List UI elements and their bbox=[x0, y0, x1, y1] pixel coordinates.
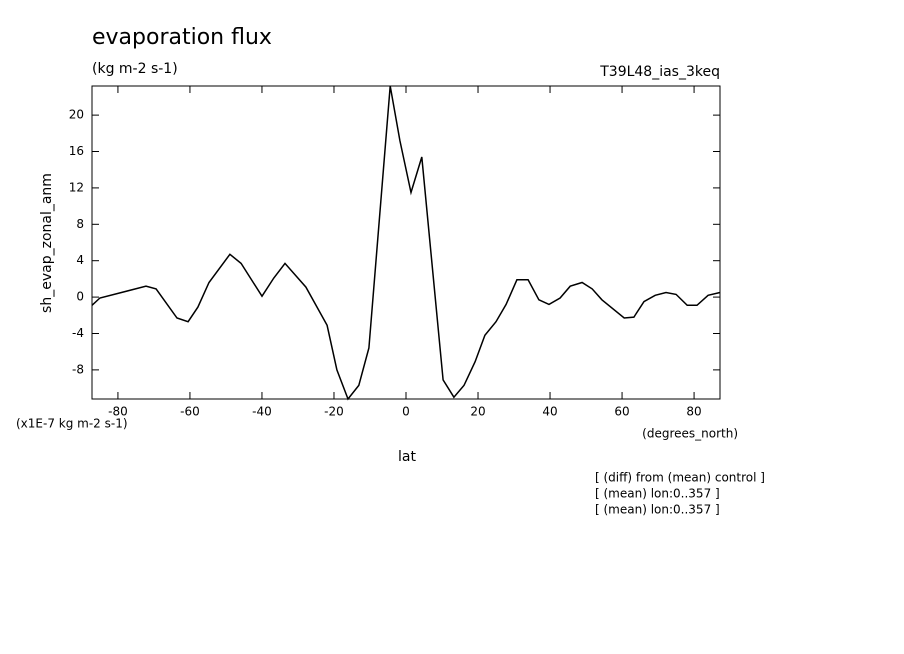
chart-title: evaporation flux bbox=[92, 25, 272, 50]
y-tick-label: 0 bbox=[76, 290, 84, 304]
y-scale-label: (x1E-7 kg m-2 s-1) bbox=[16, 417, 128, 431]
y-tick-label: -8 bbox=[72, 362, 84, 376]
y-axis-label: sh_evap_zonal_anm bbox=[39, 173, 55, 313]
y-tick-label: 12 bbox=[69, 180, 84, 194]
x-tick-label: 20 bbox=[470, 405, 485, 419]
note: [ (mean) lon:0..357 ] bbox=[595, 487, 720, 501]
x-tick-label: 0 bbox=[402, 405, 410, 419]
y-tick-label: 8 bbox=[76, 217, 84, 231]
plot-frame bbox=[91, 85, 721, 400]
x-axis-label: lat bbox=[398, 449, 416, 465]
y-tick-label: -4 bbox=[72, 326, 84, 340]
data-line bbox=[91, 85, 721, 401]
x-tick-label: 40 bbox=[542, 405, 557, 419]
x-tick-label: 80 bbox=[686, 405, 701, 419]
y-tick-label: 4 bbox=[76, 253, 84, 267]
y-tick-label: 20 bbox=[69, 108, 84, 122]
run-label: T39L48_ias_3keq bbox=[599, 64, 720, 80]
x-units: (degrees_north) bbox=[642, 427, 738, 441]
x-tick-label: -20 bbox=[324, 405, 344, 419]
x-tick-label: -60 bbox=[180, 405, 200, 419]
x-tick-label: -80 bbox=[108, 405, 128, 419]
note: [ (mean) lon:0..357 ] bbox=[595, 503, 720, 517]
chart-subtitle: (kg m-2 s-1) bbox=[92, 61, 178, 77]
y-tick-label: 16 bbox=[69, 144, 84, 158]
x-tick-label: -40 bbox=[252, 405, 272, 419]
note: [ (diff) from (mean) control ] bbox=[595, 471, 765, 485]
x-tick-label: 60 bbox=[614, 405, 629, 419]
